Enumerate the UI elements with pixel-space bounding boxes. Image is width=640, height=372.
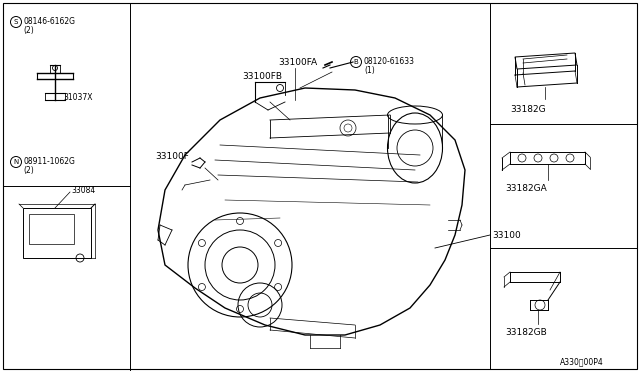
Text: 08146-6162G: 08146-6162G: [23, 17, 75, 26]
Text: 33182GB: 33182GB: [505, 328, 547, 337]
Text: 33100FA: 33100FA: [278, 58, 317, 67]
Text: 08120-61633: 08120-61633: [364, 57, 415, 66]
Text: 33084: 33084: [71, 186, 95, 195]
Text: 33100F: 33100F: [155, 152, 189, 161]
Text: (2): (2): [23, 166, 34, 175]
Text: 33100: 33100: [492, 231, 521, 240]
Text: 33182G: 33182G: [510, 105, 546, 114]
Text: 08911-1062G: 08911-1062G: [23, 157, 75, 166]
Text: 31037X: 31037X: [63, 93, 93, 102]
Text: 33182GA: 33182GA: [505, 184, 547, 193]
Text: B: B: [354, 59, 358, 65]
Bar: [23, 208, 91, 258]
Bar: [29, 214, 74, 244]
Text: (1): (1): [364, 66, 375, 75]
Text: 33100FB: 33100FB: [242, 72, 282, 81]
Text: A330、00P4: A330、00P4: [560, 357, 604, 366]
Text: S: S: [14, 19, 18, 25]
Text: N: N: [13, 159, 19, 165]
Text: (2): (2): [23, 26, 34, 35]
